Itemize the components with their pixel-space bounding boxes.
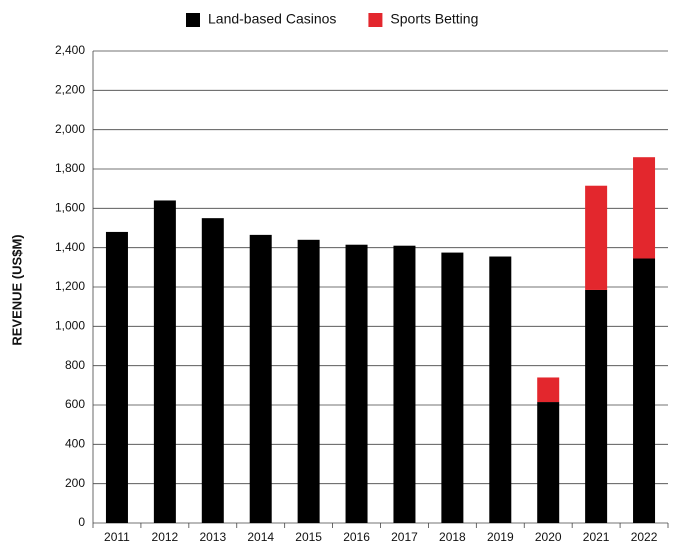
bar-segment bbox=[537, 377, 560, 403]
y-tick-label: 1,200 bbox=[55, 279, 85, 293]
legend-swatch bbox=[186, 13, 200, 27]
y-tick-label: 1,600 bbox=[55, 201, 85, 215]
x-tick-label: 2014 bbox=[247, 530, 274, 544]
x-tick-label: 2012 bbox=[152, 530, 179, 544]
x-tick-label: 2018 bbox=[439, 530, 466, 544]
bar-segment bbox=[201, 218, 224, 523]
x-tick-label: 2019 bbox=[487, 530, 514, 544]
bar-segment bbox=[489, 256, 512, 523]
x-tick-label: 2015 bbox=[295, 530, 322, 544]
bar-segment bbox=[585, 289, 608, 523]
bar-segment bbox=[633, 258, 656, 523]
y-tick-label: 2,200 bbox=[55, 83, 85, 97]
bar-segment bbox=[153, 200, 176, 523]
y-tick-label: 1,000 bbox=[55, 319, 85, 333]
y-tick-label: 600 bbox=[65, 397, 85, 411]
x-tick-label: 2011 bbox=[104, 530, 130, 544]
bar-segment bbox=[249, 234, 272, 523]
bar-segment bbox=[297, 239, 320, 524]
x-tick-label: 2013 bbox=[199, 530, 226, 544]
x-tick-label: 2022 bbox=[631, 530, 658, 544]
bar-segment bbox=[393, 245, 416, 523]
y-tick-label: 0 bbox=[78, 515, 85, 529]
x-tick-label: 2016 bbox=[343, 530, 370, 544]
y-tick-label: 1,400 bbox=[55, 240, 85, 254]
x-tick-label: 2020 bbox=[535, 530, 562, 544]
y-tick-label: 2,000 bbox=[55, 122, 85, 136]
y-tick-label: 200 bbox=[65, 476, 85, 490]
y-tick-label: 400 bbox=[65, 437, 85, 451]
x-tick-label: 2021 bbox=[583, 530, 610, 544]
x-tick-label: 2017 bbox=[391, 530, 418, 544]
bar-segment bbox=[441, 252, 464, 524]
legend-label: Sports Betting bbox=[390, 11, 478, 27]
bar-segment bbox=[585, 185, 608, 290]
bar-segment bbox=[345, 244, 368, 523]
bar-segment bbox=[633, 157, 656, 259]
y-axis-label: REVENUE (US$M) bbox=[9, 234, 24, 345]
y-tick-label: 2,400 bbox=[55, 43, 85, 57]
y-tick-label: 800 bbox=[65, 358, 85, 372]
bar-segment bbox=[105, 231, 128, 523]
legend-label: Land-based Casinos bbox=[208, 11, 336, 27]
bar-segment bbox=[537, 402, 560, 523]
y-tick-label: 1,800 bbox=[55, 161, 85, 175]
legend-swatch bbox=[368, 13, 383, 27]
